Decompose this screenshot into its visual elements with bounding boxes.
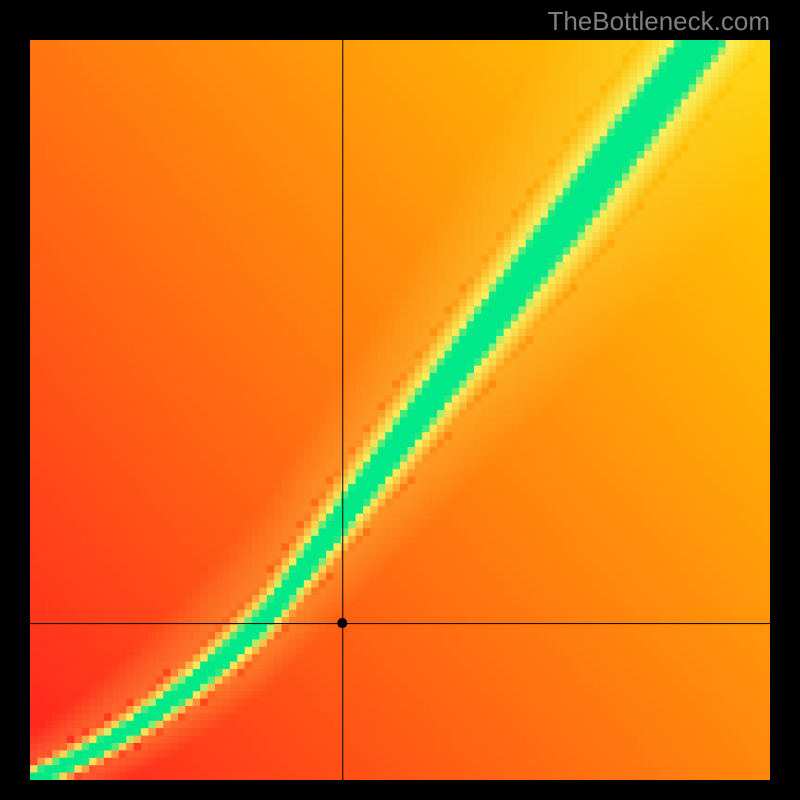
chart-container: { "canvas": { "width": 800, "height": 80…	[0, 0, 800, 800]
watermark-text: TheBottleneck.com	[547, 6, 770, 37]
bottleneck-heatmap	[30, 40, 770, 780]
